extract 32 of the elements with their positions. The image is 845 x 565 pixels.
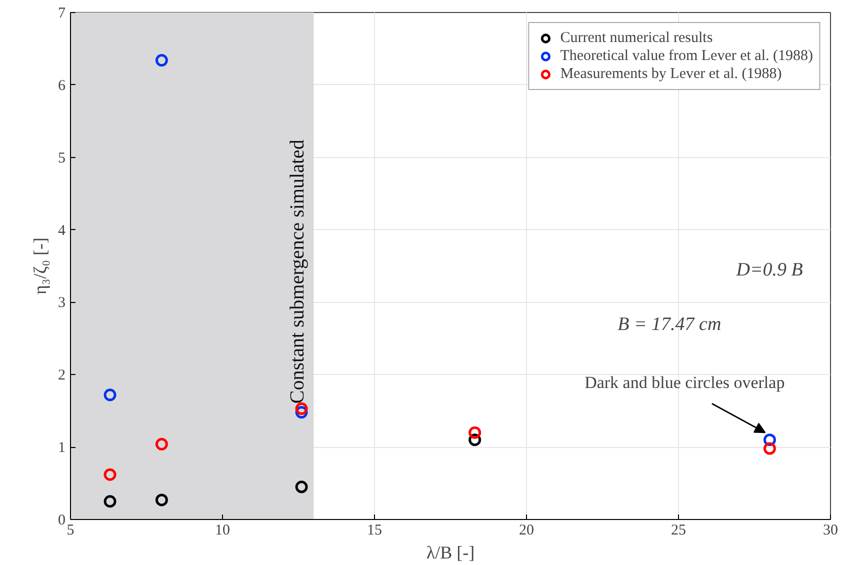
point bbox=[155, 494, 168, 506]
point bbox=[104, 388, 116, 402]
point bbox=[763, 442, 776, 455]
point bbox=[295, 402, 308, 415]
y-tick-label: 0 bbox=[58, 512, 66, 528]
legend-label: Measurements by Lever et al. (1988) bbox=[560, 65, 782, 83]
x-tick-label: 10 bbox=[215, 522, 230, 538]
y-tick-label: 4 bbox=[58, 222, 66, 239]
x-tick-label: 30 bbox=[823, 522, 838, 538]
legend-label: Current numerical results bbox=[560, 29, 713, 47]
point bbox=[104, 495, 116, 508]
annotation: B = 17.47 cm bbox=[618, 314, 722, 335]
x-tick-label: 15 bbox=[367, 522, 382, 538]
point bbox=[104, 468, 116, 481]
annotation: D=0.9 B bbox=[735, 259, 804, 280]
y-tick-label: 5 bbox=[58, 150, 66, 166]
point bbox=[155, 438, 168, 450]
legend-label: Theoretical value from Lever et al. (1988) bbox=[560, 47, 813, 65]
band-label: Constant submergence simulated bbox=[286, 140, 309, 404]
y-tick-label: 3 bbox=[58, 295, 66, 312]
y-tick-label: 6 bbox=[58, 78, 66, 94]
x-axis-title: λ/B [-] bbox=[426, 542, 475, 562]
x-tick-label: 25 bbox=[671, 522, 686, 538]
y-axis-title: η₃/ζ₀ [-] bbox=[30, 238, 50, 294]
annotation: Dark and blue circles overlap bbox=[584, 372, 785, 392]
y-tick-label: 7 bbox=[58, 6, 66, 22]
point bbox=[468, 426, 482, 439]
y-tick-label: 1 bbox=[58, 440, 66, 456]
point bbox=[295, 480, 308, 494]
x-tick-label: 20 bbox=[519, 522, 534, 538]
y-tick-label: 2 bbox=[58, 368, 66, 384]
point bbox=[155, 54, 168, 67]
